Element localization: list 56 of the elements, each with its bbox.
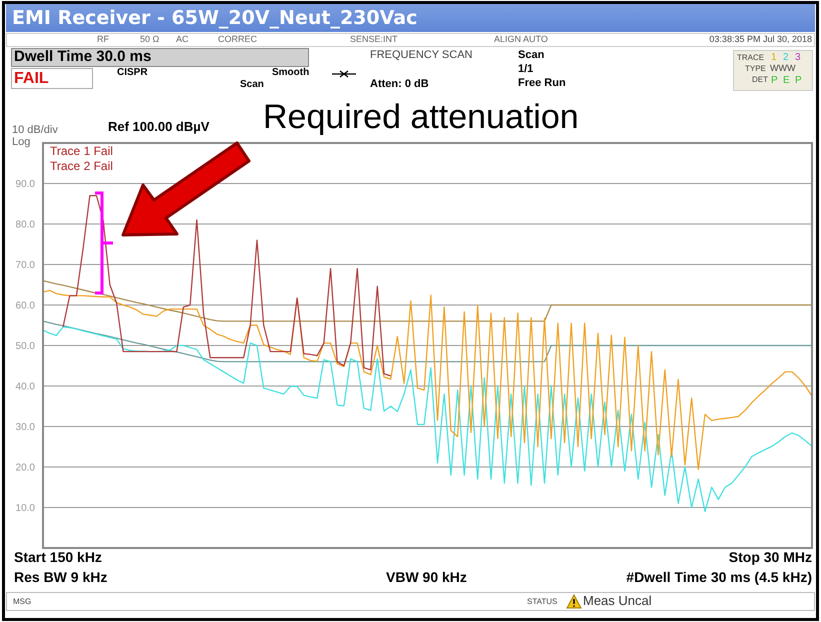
line-series [62,195,392,376]
text: AC [176,34,189,45]
text: Scan [518,49,544,62]
text: VBW 90 kHz [386,569,467,586]
text: 50 Ω [140,34,160,45]
text: Stop 30 MHz [728,549,812,566]
text: Meas Uncal [583,593,652,608]
text: CORREC [218,34,258,45]
text: MSG [13,597,32,607]
text: RF [97,34,109,45]
text: CISPR [117,67,148,78]
text: Free Run [518,77,566,90]
text: FREQUENCY SCAN [370,49,472,62]
text: Log [12,136,30,148]
annotation: Trace 1 Fail [50,144,113,158]
line-series [42,290,813,470]
text: FAIL [14,70,49,88]
y-tick-label: 60.0 [16,300,36,312]
text: P [795,75,802,86]
text: E [783,75,790,86]
text: P [771,75,778,86]
text: 1/1 [518,63,534,76]
annotation: Trace 2 Fail [50,159,113,174]
text: 10 dB/div [12,124,58,136]
text: Res BW 9 kHz [14,569,108,586]
line-series [42,320,813,362]
line-series [42,280,813,322]
y-tick-label: 80.0 [16,220,36,231]
text: Scan [240,79,264,90]
line-series [42,326,813,512]
text: Atten: 0 dB [370,78,429,90]
text: TYPE [745,64,766,74]
text: STATUS [527,597,558,607]
y-tick-label: 30.0 [16,422,36,434]
y-tick-label: 10.0 [16,503,36,514]
text: ALIGN AUTO [494,34,548,45]
text: #Dwell Time 30 ms (4.5 kHz) [626,569,812,586]
text: Required attenuation [263,98,579,136]
text: 1 [771,52,777,63]
text: Dwell Time 30.0 ms [14,48,152,66]
text: SENSE:INT [350,34,398,45]
text: 3 [795,52,801,63]
text: WWW [770,63,796,74]
y-tick-label: 90.0 [16,179,36,190]
text: Ref 100.00 dBµV [108,119,210,134]
text: Smooth [272,67,310,78]
y-tick-label: 20.0 [16,462,36,474]
text: 2 [783,52,789,63]
text: DET [752,75,768,85]
text: 03:38:35 PM Jul 30, 2018 [709,34,812,45]
chart-title: EMI Receiver - 65W_20V_Neut_230Vac [12,7,418,29]
y-tick-label: 40.0 [16,382,36,393]
text: TRACE [737,53,764,63]
text: Start 150 kHz [14,549,102,566]
y-tick-label: 70.0 [16,260,36,272]
y-tick-label: 50.0 [16,341,36,352]
